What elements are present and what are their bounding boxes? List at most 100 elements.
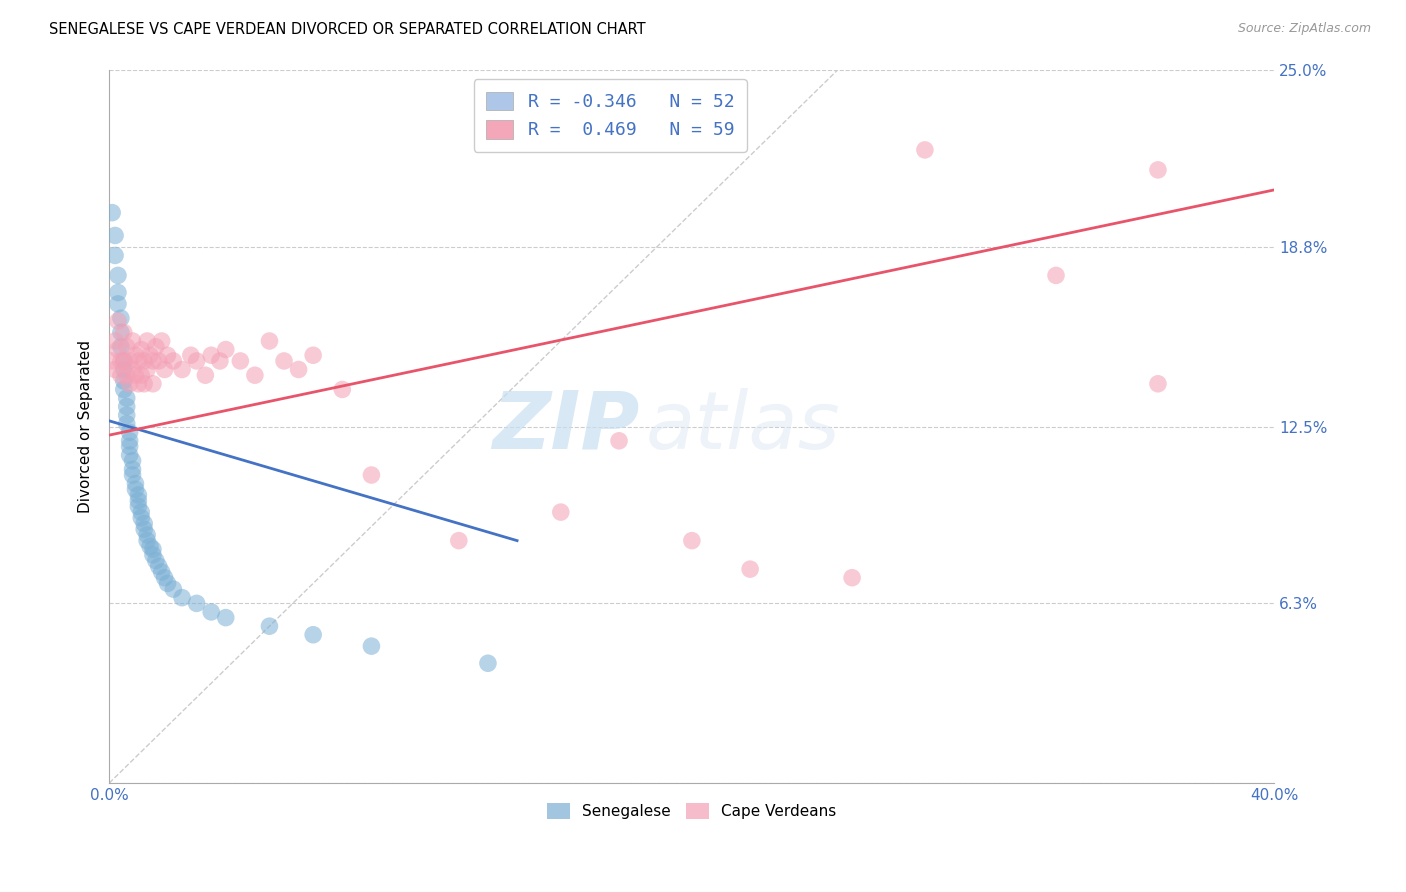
Point (115, 368, 138, 383)
Point (1147, 162, 1170, 177)
Point (330, 383, 353, 397)
Point (145, 340, 167, 354)
Point (136, 362, 159, 376)
Point (194, 368, 217, 383)
Point (112, 354, 135, 368)
Point (447, 533, 470, 548)
Point (110, 354, 132, 368)
Point (302, 348, 325, 362)
Point (200, 605, 222, 619)
Point (841, 571, 863, 585)
Point (127, 376, 149, 391)
Point (186, 354, 208, 368)
Point (170, 362, 193, 376)
Point (273, 354, 295, 368)
Point (1147, 376, 1170, 391)
Point (477, 657, 499, 671)
Point (112, 326, 135, 340)
Point (139, 348, 162, 362)
Text: SENEGALESE VS CAPE VERDEAN DIVORCED OR SEPARATED CORRELATION CHART: SENEGALESE VS CAPE VERDEAN DIVORCED OR S… (49, 22, 645, 37)
Point (110, 368, 132, 383)
Point (118, 425, 141, 440)
Point (259, 619, 281, 633)
Point (148, 559, 170, 574)
Point (104, 362, 127, 376)
Point (104, 334, 127, 348)
Point (129, 368, 152, 383)
Point (115, 400, 138, 414)
Point (259, 334, 281, 348)
Point (215, 610, 238, 624)
Y-axis label: Divorced or Separated: Divorced or Separated (79, 340, 93, 513)
Point (153, 362, 176, 376)
Point (112, 383, 135, 397)
Point (142, 354, 165, 368)
Point (127, 354, 149, 368)
Point (115, 340, 138, 354)
Point (118, 440, 141, 454)
Point (142, 376, 165, 391)
Point (153, 571, 176, 585)
Point (134, 522, 156, 536)
Point (170, 591, 193, 605)
Point (112, 362, 135, 376)
Point (914, 143, 936, 157)
Point (186, 596, 208, 610)
Point (115, 391, 138, 405)
Point (101, 354, 124, 368)
Point (142, 548, 165, 562)
Point (607, 434, 630, 448)
Point (118, 376, 141, 391)
Point (107, 285, 129, 300)
Point (208, 354, 231, 368)
Point (129, 505, 152, 519)
Point (156, 348, 179, 362)
Point (121, 462, 143, 476)
Point (107, 314, 129, 328)
Point (112, 374, 135, 388)
Point (360, 468, 382, 483)
Point (127, 493, 149, 508)
Point (115, 408, 138, 422)
Point (180, 348, 202, 362)
Point (360, 639, 382, 653)
Point (121, 334, 143, 348)
Point (243, 368, 266, 383)
Point (136, 528, 159, 542)
Point (139, 539, 162, 553)
Point (302, 628, 325, 642)
Text: atlas: atlas (645, 387, 839, 466)
Point (162, 354, 184, 368)
Point (112, 354, 135, 368)
Point (142, 542, 165, 557)
Point (124, 348, 146, 362)
Point (118, 448, 141, 462)
Point (229, 354, 252, 368)
Point (129, 343, 152, 357)
Point (136, 533, 159, 548)
Text: ZIP: ZIP (492, 387, 640, 466)
Point (124, 476, 146, 491)
Point (110, 340, 132, 354)
Point (200, 348, 222, 362)
Point (107, 268, 129, 283)
Point (107, 297, 129, 311)
Point (104, 228, 127, 243)
Point (121, 468, 143, 483)
Point (150, 334, 173, 348)
Point (150, 565, 173, 579)
Point (148, 354, 170, 368)
Point (681, 533, 703, 548)
Point (127, 500, 149, 514)
Point (145, 553, 167, 567)
Point (134, 354, 156, 368)
Point (115, 417, 138, 431)
Point (287, 362, 309, 376)
Point (121, 362, 143, 376)
Point (134, 376, 156, 391)
Point (156, 576, 179, 591)
Point (110, 311, 132, 326)
Point (127, 488, 149, 502)
Point (121, 454, 143, 468)
Point (136, 334, 159, 348)
